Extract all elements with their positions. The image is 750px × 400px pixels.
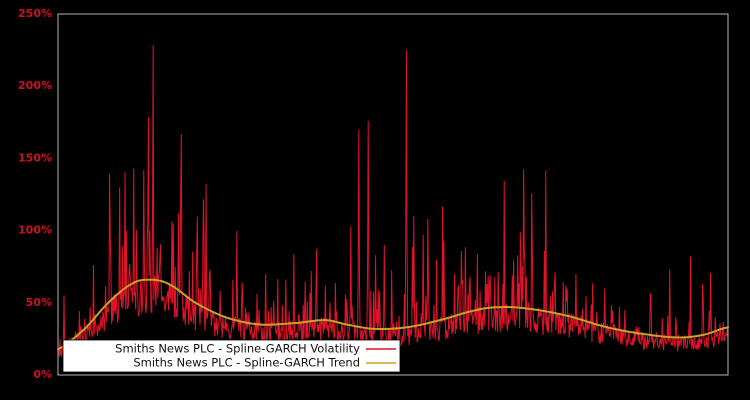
series-layer xyxy=(57,44,729,358)
y-axis-tick-labels: 0% 50% 100% 150% 200% 250% xyxy=(18,7,52,381)
legend-label-volatility: Smiths News PLC - Spline-GARCH Volatilit… xyxy=(115,342,360,356)
legend-label-trend: Smiths News PLC - Spline-GARCH Trend xyxy=(133,356,360,370)
y-axis-tick-label: 150% xyxy=(18,151,52,164)
legend-background xyxy=(62,339,401,373)
series-line-trend xyxy=(57,278,729,351)
plot-area-background xyxy=(58,14,728,375)
chart-legend[interactable]: Smiths News PLC - Spline-GARCH Volatilit… xyxy=(62,339,401,373)
y-axis-tick-label: 50% xyxy=(26,296,52,309)
series-line-volatility xyxy=(57,44,729,358)
y-axis-tick-label: 250% xyxy=(18,7,52,20)
plot-border xyxy=(57,13,729,376)
y-axis-tick-label: 200% xyxy=(18,79,52,92)
y-axis-tick-label: 100% xyxy=(18,224,52,237)
y-axis-tick-label: 0% xyxy=(33,368,52,381)
